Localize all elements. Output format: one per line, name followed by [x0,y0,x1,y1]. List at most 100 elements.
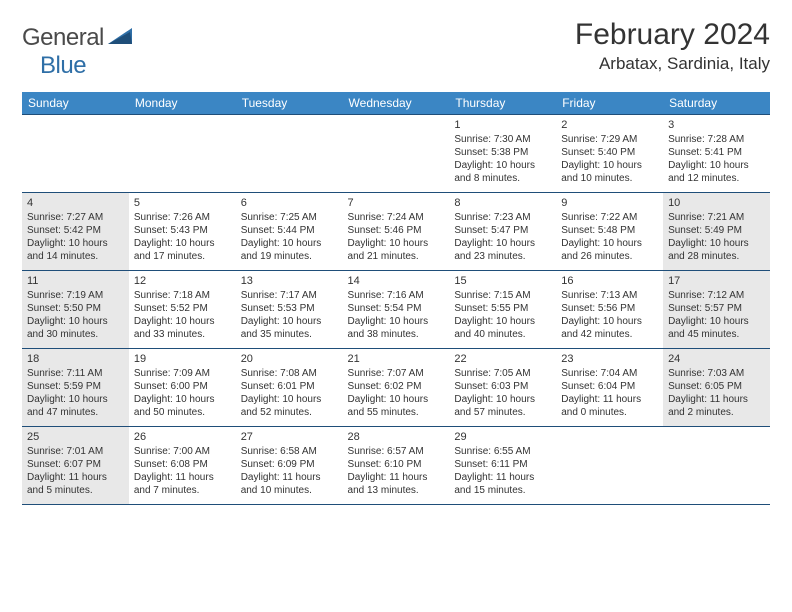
daylight-line: Daylight: 10 hours and 45 minutes. [668,315,765,341]
daylight-line: Daylight: 11 hours and 15 minutes. [454,471,551,497]
sunrise-line: Sunrise: 7:04 AM [561,367,658,380]
day-number: 8 [454,196,551,210]
sunrise-line: Sunrise: 7:00 AM [134,445,231,458]
daylight-line: Daylight: 10 hours and 10 minutes. [561,159,658,185]
sunset-line: Sunset: 6:08 PM [134,458,231,471]
day-header: Thursday [449,92,556,115]
sunrise-line: Sunrise: 7:26 AM [134,211,231,224]
calendar-day-cell: 10Sunrise: 7:21 AMSunset: 5:49 PMDayligh… [663,193,770,271]
sunset-line: Sunset: 6:11 PM [454,458,551,471]
sunrise-line: Sunrise: 7:24 AM [348,211,445,224]
day-number: 11 [27,274,124,288]
sunset-line: Sunset: 6:07 PM [27,458,124,471]
sunset-line: Sunset: 6:02 PM [348,380,445,393]
calendar-day-cell [556,427,663,505]
calendar-day-cell: 19Sunrise: 7:09 AMSunset: 6:00 PMDayligh… [129,349,236,427]
sunrise-line: Sunrise: 7:11 AM [27,367,124,380]
daylight-line: Daylight: 10 hours and 42 minutes. [561,315,658,341]
sunset-line: Sunset: 5:38 PM [454,146,551,159]
calendar-day-cell [343,115,450,193]
calendar-day-cell: 22Sunrise: 7:05 AMSunset: 6:03 PMDayligh… [449,349,556,427]
sunrise-line: Sunrise: 7:09 AM [134,367,231,380]
day-header: Wednesday [343,92,450,115]
calendar-week-row: 4Sunrise: 7:27 AMSunset: 5:42 PMDaylight… [22,193,770,271]
daylight-line: Daylight: 10 hours and 28 minutes. [668,237,765,263]
calendar-day-cell: 5Sunrise: 7:26 AMSunset: 5:43 PMDaylight… [129,193,236,271]
daylight-line: Daylight: 10 hours and 23 minutes. [454,237,551,263]
day-header: Friday [556,92,663,115]
day-number: 6 [241,196,338,210]
day-number: 1 [454,118,551,132]
day-number: 19 [134,352,231,366]
day-number: 3 [668,118,765,132]
daylight-line: Daylight: 10 hours and 8 minutes. [454,159,551,185]
sunrise-line: Sunrise: 7:23 AM [454,211,551,224]
sunset-line: Sunset: 5:52 PM [134,302,231,315]
calendar-day-cell: 15Sunrise: 7:15 AMSunset: 5:55 PMDayligh… [449,271,556,349]
day-number: 2 [561,118,658,132]
sunrise-line: Sunrise: 7:12 AM [668,289,765,302]
daylight-line: Daylight: 10 hours and 52 minutes. [241,393,338,419]
day-header-row: Sunday Monday Tuesday Wednesday Thursday… [22,92,770,115]
sunset-line: Sunset: 5:54 PM [348,302,445,315]
day-number: 20 [241,352,338,366]
calendar-day-cell: 13Sunrise: 7:17 AMSunset: 5:53 PMDayligh… [236,271,343,349]
day-number: 18 [27,352,124,366]
calendar-day-cell: 26Sunrise: 7:00 AMSunset: 6:08 PMDayligh… [129,427,236,505]
daylight-line: Daylight: 10 hours and 12 minutes. [668,159,765,185]
sunset-line: Sunset: 6:03 PM [454,380,551,393]
calendar-table: Sunday Monday Tuesday Wednesday Thursday… [22,92,770,505]
sunrise-line: Sunrise: 7:01 AM [27,445,124,458]
sunset-line: Sunset: 6:09 PM [241,458,338,471]
calendar-day-cell: 18Sunrise: 7:11 AMSunset: 5:59 PMDayligh… [22,349,129,427]
calendar-day-cell: 29Sunrise: 6:55 AMSunset: 6:11 PMDayligh… [449,427,556,505]
calendar-day-cell: 11Sunrise: 7:19 AMSunset: 5:50 PMDayligh… [22,271,129,349]
sunset-line: Sunset: 5:40 PM [561,146,658,159]
day-number: 10 [668,196,765,210]
day-number: 9 [561,196,658,210]
calendar-week-row: 1Sunrise: 7:30 AMSunset: 5:38 PMDaylight… [22,115,770,193]
daylight-line: Daylight: 10 hours and 14 minutes. [27,237,124,263]
sunset-line: Sunset: 5:44 PM [241,224,338,237]
sunrise-line: Sunrise: 7:13 AM [561,289,658,302]
sunrise-line: Sunrise: 6:58 AM [241,445,338,458]
sunrise-line: Sunrise: 7:15 AM [454,289,551,302]
sunset-line: Sunset: 5:57 PM [668,302,765,315]
daylight-line: Daylight: 10 hours and 17 minutes. [134,237,231,263]
calendar-day-cell: 1Sunrise: 7:30 AMSunset: 5:38 PMDaylight… [449,115,556,193]
day-number: 21 [348,352,445,366]
day-number: 13 [241,274,338,288]
sunrise-line: Sunrise: 7:30 AM [454,133,551,146]
sunrise-line: Sunrise: 7:16 AM [348,289,445,302]
day-number: 25 [27,430,124,444]
calendar-day-cell: 23Sunrise: 7:04 AMSunset: 6:04 PMDayligh… [556,349,663,427]
sunset-line: Sunset: 5:55 PM [454,302,551,315]
calendar-week-row: 25Sunrise: 7:01 AMSunset: 6:07 PM Dayligh… [22,427,770,505]
day-number: 16 [561,274,658,288]
calendar-day-cell [236,115,343,193]
sunset-line: Sunset: 5:49 PM [668,224,765,237]
day-number: 4 [27,196,124,210]
calendar-week-row: 11Sunrise: 7:19 AMSunset: 5:50 PMDayligh… [22,271,770,349]
sunset-line: Sunset: 6:00 PM [134,380,231,393]
calendar-day-cell [663,427,770,505]
calendar-day-cell: 9Sunrise: 7:22 AMSunset: 5:48 PMDaylight… [556,193,663,271]
sunrise-line: Sunrise: 7:18 AM [134,289,231,302]
calendar-day-cell: 16Sunrise: 7:13 AMSunset: 5:56 PMDayligh… [556,271,663,349]
calendar-page: General February 2024 Arbatax, Sardinia,… [0,0,792,523]
day-number: 26 [134,430,231,444]
day-number: 28 [348,430,445,444]
daylight-line: Daylight: 10 hours and 47 minutes. [27,393,124,419]
sunrise-line: Sunrise: 7:22 AM [561,211,658,224]
sunset-line: Sunset: 5:59 PM [27,380,124,393]
calendar-day-cell: 27Sunrise: 6:58 AMSunset: 6:09 PMDayligh… [236,427,343,505]
sunset-line: Sunset: 5:56 PM [561,302,658,315]
daylight-line: Daylight: 10 hours and 57 minutes. [454,393,551,419]
sunrise-line: Sunrise: 7:21 AM [668,211,765,224]
day-header: Tuesday [236,92,343,115]
sunrise-line: Sunrise: 7:05 AM [454,367,551,380]
sunset-line: Sunset: 5:53 PM [241,302,338,315]
calendar-day-cell [22,115,129,193]
daylight-line: Daylight: 10 hours and 21 minutes. [348,237,445,263]
daylight-line: Daylight: 10 hours and 50 minutes. [134,393,231,419]
